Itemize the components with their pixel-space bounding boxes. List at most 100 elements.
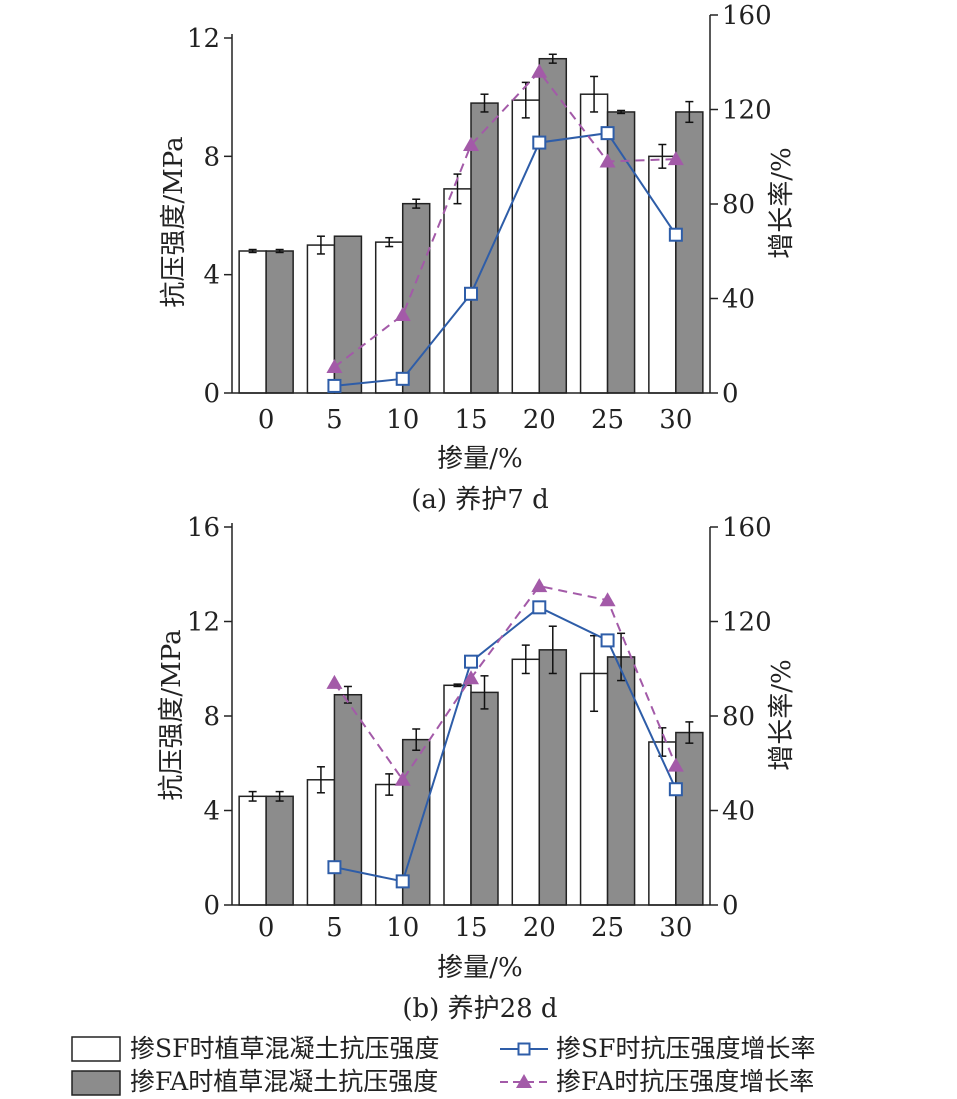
bar-sf-0 xyxy=(238,795,267,906)
legend-item-sf-bar: 掺SF时植草混凝土抗压强度 xyxy=(71,1034,439,1063)
x-tick-label: 0 xyxy=(258,405,275,435)
y-axis-title: 抗压强度/MPa xyxy=(159,136,189,307)
bar-fa-20 xyxy=(538,649,568,906)
x-axis-title: 掺量/% xyxy=(437,953,522,983)
fa-growth-line xyxy=(333,70,676,368)
y-tick-label: 4 xyxy=(203,261,220,291)
fa-growth-point xyxy=(599,592,616,607)
sf-growth-line xyxy=(334,606,677,883)
fa-growth-point xyxy=(326,359,343,374)
fa-growth-point xyxy=(394,771,411,786)
sf-growth-line xyxy=(334,132,677,387)
bar-sf-5 xyxy=(306,244,336,394)
sf-growth-point xyxy=(327,378,342,393)
bar-fa-30 xyxy=(675,731,704,906)
y-tick-label: 0 xyxy=(203,891,220,921)
fa-growth-point xyxy=(326,674,343,689)
x-tick-label: 25 xyxy=(591,913,624,943)
bar-fa-5 xyxy=(333,235,363,394)
y2-tick-label: 160 xyxy=(722,513,772,543)
bar-fa-10 xyxy=(401,738,431,906)
x-tick-label: 15 xyxy=(454,913,487,943)
legend-item-fa-bar: 掺FA时植草混凝土抗压强度 xyxy=(71,1067,438,1096)
legend-item-sf-line: 掺SF时抗压强度增长率 xyxy=(500,1034,815,1063)
x-tick-label: 5 xyxy=(326,913,343,943)
fa-growth-point xyxy=(667,151,684,166)
legend-label: 掺FA时抗压强度增长率 xyxy=(556,1067,814,1096)
y-tick-label: 16 xyxy=(187,513,220,543)
x-tick-label: 10 xyxy=(386,913,419,943)
fa-growth-point xyxy=(394,307,411,322)
x-axis-title: 掺量/% xyxy=(437,444,522,474)
sf-growth-point xyxy=(668,782,683,797)
sf-growth-point xyxy=(395,371,410,386)
bar-sf-15 xyxy=(443,684,472,906)
bar-sf-30 xyxy=(648,155,677,394)
y-tick-label: 0 xyxy=(203,379,220,409)
y2-tick-label: 0 xyxy=(722,379,739,409)
legend: 掺SF时植草混凝土抗压强度 掺SF时抗压强度增长率 掺FA时植草混凝土抗压强度 … xyxy=(71,1034,815,1096)
bar-sf-20 xyxy=(511,658,541,906)
sf-growth-point xyxy=(600,126,615,141)
y-tick-label: 8 xyxy=(203,142,220,172)
y2-tick-label: 120 xyxy=(722,96,772,126)
y2-tick-label: 0 xyxy=(722,891,739,921)
bar-fa-15 xyxy=(470,691,499,906)
y2-tick-label: 40 xyxy=(722,285,755,315)
legend-item-fa-line: 掺FA时抗压强度增长率 xyxy=(500,1067,814,1096)
legend-label: 掺SF时植草混凝土抗压强度 xyxy=(130,1034,439,1063)
fa-growth-point xyxy=(463,670,479,685)
bar-fa-20 xyxy=(538,57,568,394)
fa-growth-point xyxy=(599,153,616,168)
x-tick-label: 5 xyxy=(326,405,343,435)
y-tick-label: 4 xyxy=(203,797,220,827)
y2-tick-label: 80 xyxy=(722,190,755,220)
fa-growth-line xyxy=(333,584,677,782)
x-tick-label: 15 xyxy=(454,405,487,435)
bar-sf-0 xyxy=(238,250,267,394)
bar-sf-5 xyxy=(306,779,336,906)
sf-growth-point xyxy=(395,874,410,889)
y2-tick-label: 40 xyxy=(722,797,755,827)
x-tick-label: 10 xyxy=(386,405,419,435)
legend-marker-triangle xyxy=(516,1074,532,1088)
bar-fa-25 xyxy=(606,656,636,906)
sf-growth-point xyxy=(532,600,547,615)
bar-fa-0 xyxy=(265,250,294,394)
y-axis-title: 抗压强度/MPa xyxy=(157,629,187,800)
legend-marker-square xyxy=(517,1042,531,1056)
y2-axis-title: 增长率/% xyxy=(767,147,797,258)
y2-tick-label: 160 xyxy=(722,1,772,31)
x-tick-label: 30 xyxy=(659,405,692,435)
sf-growth-point xyxy=(532,135,547,150)
y2-tick-label: 80 xyxy=(722,702,755,732)
y-tick-label: 12 xyxy=(187,24,220,54)
sf-growth-point xyxy=(327,860,342,875)
bar-sf-25 xyxy=(579,672,609,906)
x-tick-label: 25 xyxy=(591,405,624,435)
chart-caption: (a) 养护7 d xyxy=(411,485,549,515)
bar-fa-25 xyxy=(606,111,636,394)
legend-label: 掺FA时植草混凝土抗压强度 xyxy=(130,1067,438,1096)
x-tick-label: 20 xyxy=(523,913,556,943)
fa-growth-point xyxy=(531,578,548,593)
bar-fa-10 xyxy=(401,202,431,394)
bar-fa-0 xyxy=(265,795,294,906)
chart-caption: (b) 养护28 d xyxy=(402,994,557,1024)
fa-growth-point xyxy=(463,136,479,151)
y-tick-label: 12 xyxy=(187,608,220,638)
x-tick-label: 30 xyxy=(659,913,692,943)
x-tick-label: 20 xyxy=(523,405,556,435)
bar-fa-30 xyxy=(675,111,704,394)
fa-growth-point xyxy=(531,63,548,78)
fa-growth-point xyxy=(667,757,684,772)
sf-growth-point xyxy=(464,286,478,301)
sf-growth-point xyxy=(600,633,615,648)
sf-growth-point xyxy=(668,227,683,242)
legend-swatch-fa-bar xyxy=(71,1070,121,1096)
x-tick-label: 0 xyxy=(258,913,275,943)
sf-growth-point xyxy=(464,654,478,669)
